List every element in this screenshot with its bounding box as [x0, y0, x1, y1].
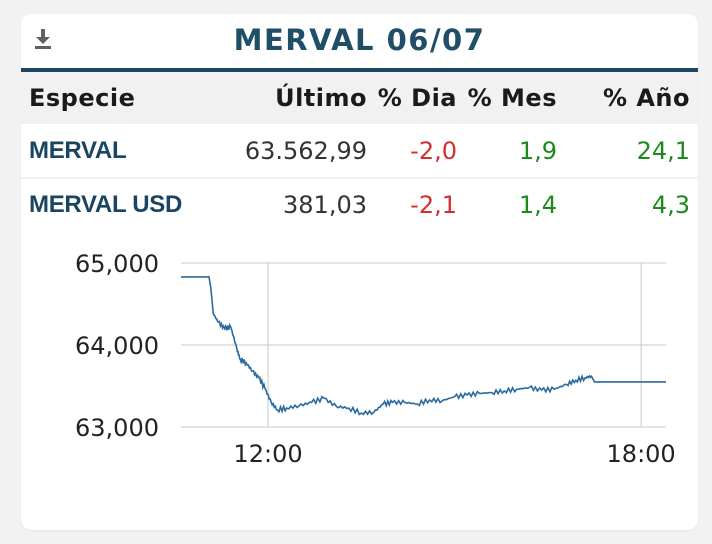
x-axis-ticks: 12:00 18:00	[233, 440, 675, 468]
cell-mes: 1,4	[518, 191, 557, 219]
column-header-anio[interactable]: % Año	[602, 84, 690, 112]
table-row[interactable]: MERVAL USD 381,03 -2,1 1,4 4,3	[21, 179, 698, 231]
cell-anio: 24,1	[636, 137, 690, 165]
cell-ultimo: 381,03	[283, 191, 367, 219]
column-header-mes[interactable]: % Mes	[467, 84, 557, 112]
merval-card: MERVAL 06/07 Especie Último % Dia % Mes …	[21, 14, 698, 530]
page-title: MERVAL 06/07	[233, 23, 486, 57]
download-icon[interactable]	[33, 28, 53, 50]
y-tick-label: 64,000	[75, 332, 159, 360]
table-header: Especie Último % Dia % Mes % Año	[21, 72, 698, 124]
card-header: MERVAL 06/07	[21, 14, 698, 72]
cell-dia: -2,0	[410, 137, 457, 165]
cell-especie: MERVAL	[29, 137, 127, 164]
table-row[interactable]: MERVAL 63.562,99 -2,0 1,9 24,1	[21, 125, 698, 177]
y-tick-label: 63,000	[75, 414, 159, 442]
row-divider	[21, 177, 698, 179]
cell-anio: 4,3	[651, 191, 690, 219]
y-tick-label: 65,000	[75, 250, 159, 278]
cell-dia: -2,1	[410, 191, 457, 219]
cell-ultimo: 63.562,99	[244, 137, 367, 165]
chart-grid	[181, 262, 666, 428]
y-axis-ticks: 63,000 64,000 65,000	[75, 250, 159, 442]
column-header-dia[interactable]: % Dia	[377, 84, 457, 112]
column-header-ultimo[interactable]: Último	[275, 84, 367, 112]
intraday-chart: 63,000 64,000 65,000 12:00 18:00	[75, 250, 676, 468]
x-tick-label: 12:00	[233, 440, 302, 468]
column-header-especie[interactable]: Especie	[29, 84, 136, 112]
cell-especie: MERVAL USD	[29, 191, 183, 218]
cell-mes: 1,9	[518, 137, 557, 165]
x-tick-label: 18:00	[607, 440, 676, 468]
series-line	[181, 276, 666, 416]
